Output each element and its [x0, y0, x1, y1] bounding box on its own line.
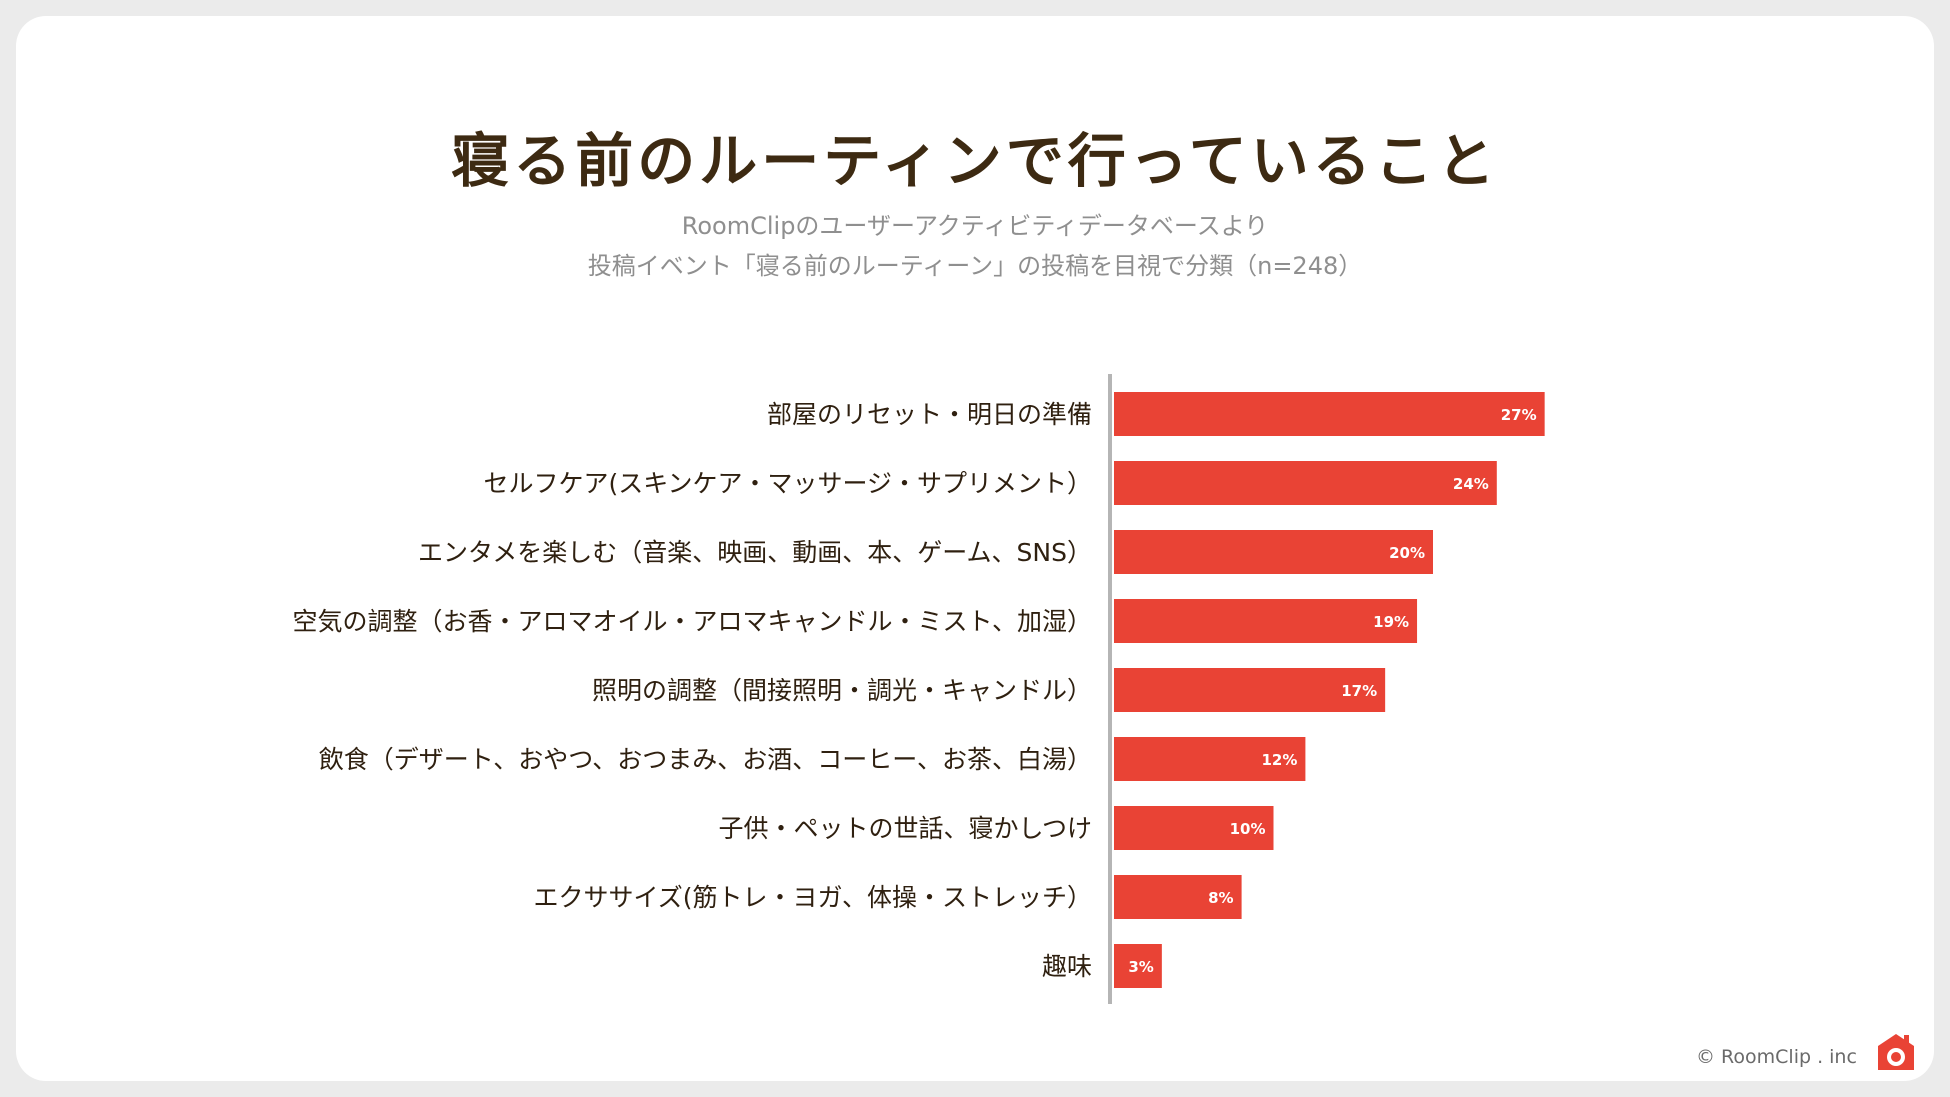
category-label-7: 子供・ペットの世話、寝かしつけ [718, 814, 1092, 843]
category-label-6: 飲食（デザート、おやつ、おつまみ、お酒、コーヒー、お茶、白湯） [319, 745, 1092, 774]
value-label-1: 27% [1501, 406, 1537, 424]
bar-1 [1114, 392, 1545, 436]
bar-5 [1114, 668, 1386, 712]
bar-7 [1114, 806, 1274, 850]
bar-8 [1114, 875, 1242, 919]
copyright-text: © RoomClip . inc [1696, 1046, 1857, 1068]
bar-9 [1114, 944, 1162, 988]
category-label-8: エクササイズ(筋トレ・ヨガ、体操・ストレッチ） [533, 883, 1092, 912]
value-label-3: 20% [1389, 544, 1425, 562]
bar-4 [1114, 599, 1418, 643]
category-label-1: 部屋のリセット・明日の準備 [767, 400, 1092, 429]
category-label-5: 照明の調整（間接照明・調光・キャンドル） [592, 676, 1092, 705]
bar-2 [1114, 461, 1497, 505]
value-label-4: 19% [1373, 613, 1409, 631]
value-label-5: 17% [1341, 682, 1377, 700]
category-label-9: 趣味 [1042, 952, 1092, 981]
value-label-2: 24% [1453, 475, 1489, 493]
bar-6 [1114, 737, 1306, 781]
page-title: 寝る前のルーティンで行っていること [451, 127, 1499, 195]
category-label-2: セルフケア(スキンケア・マッサージ・サプリメント） [483, 469, 1092, 498]
value-label-9: 3% [1128, 958, 1153, 976]
value-label-6: 12% [1261, 751, 1297, 769]
value-label-7: 10% [1230, 820, 1266, 838]
subtitle-source: RoomClipのユーザーアクティビティデータベースより [681, 212, 1269, 240]
value-label-8: 8% [1208, 889, 1233, 907]
bar-3 [1114, 530, 1433, 574]
category-label-3: エンタメを楽しむ（音楽、映画、動画、本、ゲーム、SNS） [418, 538, 1092, 567]
chart-card: 寝る前のルーティンで行っていること RoomClipのユーザーアクティビティデー… [16, 16, 1934, 1081]
bar-chart: 部屋のリセット・明日の準備 27% セルフケア(スキンケア・マッサージ・サプリメント… [292, 374, 1545, 1004]
camera-house-icon [1878, 1034, 1914, 1070]
subtitle-method: 投稿イベント「寝る前のルーティーン」の投稿を目視で分類（n=248） [587, 252, 1363, 280]
category-label-4: 空気の調整（お香・アロマオイル・アロマキャンドル・ミスト、加湿） [292, 607, 1092, 636]
